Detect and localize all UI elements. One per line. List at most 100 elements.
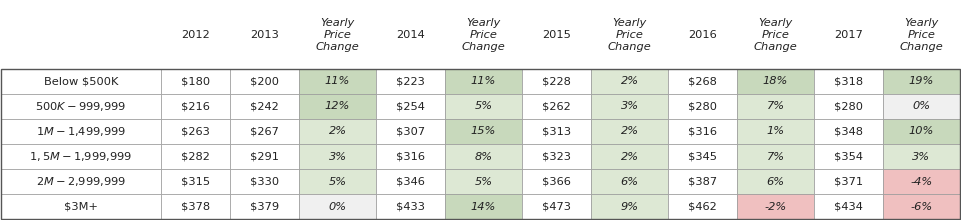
- Bar: [522, 69, 591, 94]
- Text: 12%: 12%: [325, 101, 350, 112]
- Text: $348: $348: [834, 126, 863, 136]
- Text: $366: $366: [542, 176, 571, 187]
- Bar: [737, 194, 814, 219]
- Bar: [668, 119, 737, 144]
- Text: 3%: 3%: [329, 152, 347, 161]
- Text: $280: $280: [834, 101, 863, 112]
- Bar: [161, 69, 230, 94]
- Bar: [376, 1, 445, 69]
- Text: $307: $307: [396, 126, 425, 136]
- Bar: [814, 194, 883, 219]
- Bar: [230, 144, 299, 169]
- Text: 2015: 2015: [542, 30, 571, 40]
- Text: 5%: 5%: [329, 176, 347, 187]
- Bar: [299, 69, 376, 94]
- Text: 2014: 2014: [396, 30, 425, 40]
- Bar: [299, 119, 376, 144]
- Text: 0%: 0%: [329, 202, 347, 211]
- Bar: [737, 94, 814, 119]
- Text: $378: $378: [181, 202, 210, 211]
- Bar: [883, 169, 960, 194]
- Bar: [737, 169, 814, 194]
- Text: $223: $223: [396, 77, 425, 86]
- Bar: [1, 194, 161, 219]
- Text: 2%: 2%: [329, 126, 347, 136]
- Text: 7%: 7%: [767, 152, 784, 161]
- Text: 8%: 8%: [475, 152, 493, 161]
- Text: $267: $267: [250, 126, 279, 136]
- Bar: [230, 94, 299, 119]
- Bar: [299, 169, 376, 194]
- Bar: [376, 144, 445, 169]
- Bar: [299, 1, 376, 69]
- Bar: [883, 119, 960, 144]
- Text: -4%: -4%: [910, 176, 932, 187]
- Bar: [668, 194, 737, 219]
- Text: $473: $473: [542, 202, 571, 211]
- Bar: [591, 69, 668, 94]
- Text: $262: $262: [542, 101, 571, 112]
- Bar: [522, 1, 591, 69]
- Bar: [299, 144, 376, 169]
- Text: $462: $462: [688, 202, 717, 211]
- Text: 2013: 2013: [250, 30, 279, 40]
- Text: 2017: 2017: [834, 30, 863, 40]
- Text: 6%: 6%: [767, 176, 784, 187]
- Bar: [522, 119, 591, 144]
- Text: 2%: 2%: [621, 77, 638, 86]
- Text: Yearly
Price
Change: Yearly Price Change: [753, 18, 798, 52]
- Bar: [814, 94, 883, 119]
- Text: Yearly
Price
Change: Yearly Price Change: [461, 18, 505, 52]
- Text: 14%: 14%: [471, 202, 496, 211]
- Text: $2M - $2,999,999: $2M - $2,999,999: [36, 175, 126, 188]
- Bar: [376, 69, 445, 94]
- Text: 2%: 2%: [621, 126, 638, 136]
- Bar: [591, 1, 668, 69]
- Bar: [161, 1, 230, 69]
- Bar: [1, 144, 161, 169]
- Text: $216: $216: [182, 101, 210, 112]
- Bar: [445, 144, 522, 169]
- Bar: [737, 1, 814, 69]
- Text: 5%: 5%: [475, 176, 493, 187]
- Text: 0%: 0%: [913, 101, 930, 112]
- Bar: [591, 144, 668, 169]
- Text: 10%: 10%: [909, 126, 934, 136]
- Text: $228: $228: [542, 77, 571, 86]
- Text: $371: $371: [834, 176, 863, 187]
- Text: $330: $330: [250, 176, 279, 187]
- Text: $180: $180: [181, 77, 210, 86]
- Bar: [230, 169, 299, 194]
- Text: $200: $200: [250, 77, 279, 86]
- Text: 3%: 3%: [621, 101, 638, 112]
- Text: $263: $263: [182, 126, 210, 136]
- Text: 9%: 9%: [621, 202, 638, 211]
- Bar: [445, 69, 522, 94]
- Bar: [230, 194, 299, 219]
- Bar: [230, 1, 299, 69]
- Text: $316: $316: [396, 152, 425, 161]
- Bar: [230, 69, 299, 94]
- Bar: [883, 69, 960, 94]
- Bar: [445, 119, 522, 144]
- Bar: [445, 194, 522, 219]
- Bar: [814, 169, 883, 194]
- Text: 2012: 2012: [182, 30, 210, 40]
- Text: -6%: -6%: [910, 202, 932, 211]
- Text: Yearly
Price
Change: Yearly Price Change: [899, 18, 944, 52]
- Text: $433: $433: [396, 202, 425, 211]
- Text: Below $500K: Below $500K: [44, 77, 118, 86]
- Text: $346: $346: [396, 176, 425, 187]
- Text: $323: $323: [542, 152, 571, 161]
- Text: $268: $268: [688, 77, 717, 86]
- Text: $315: $315: [181, 176, 210, 187]
- Text: $242: $242: [250, 101, 279, 112]
- Text: 7%: 7%: [767, 101, 784, 112]
- Text: 5%: 5%: [475, 101, 493, 112]
- Bar: [522, 169, 591, 194]
- Text: $354: $354: [834, 152, 863, 161]
- Bar: [522, 194, 591, 219]
- Bar: [376, 119, 445, 144]
- Bar: [668, 94, 737, 119]
- Bar: [814, 69, 883, 94]
